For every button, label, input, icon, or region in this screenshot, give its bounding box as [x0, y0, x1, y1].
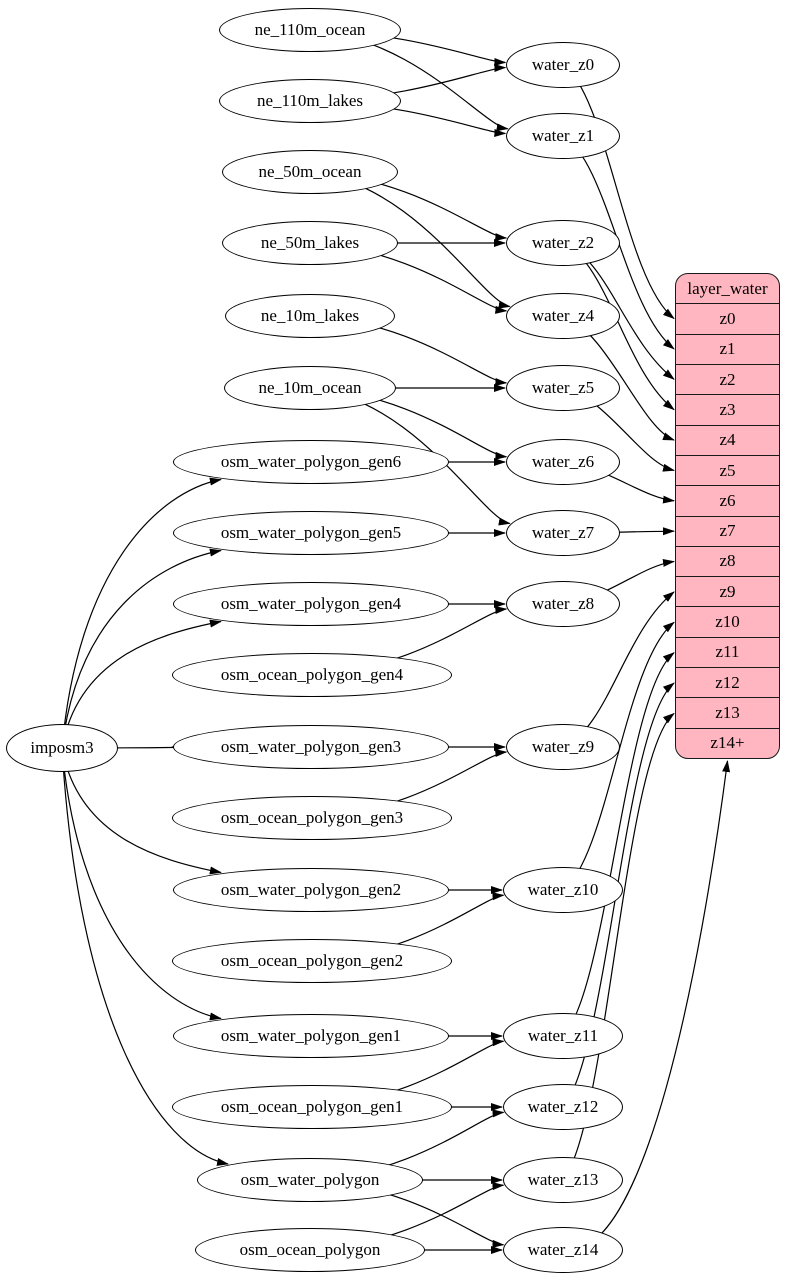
- node-osm_water_polygon_gen2: osm_water_polygon_gen2: [173, 868, 449, 912]
- node-water_z4: water_z4: [506, 293, 620, 339]
- node-water_z12: water_z12: [503, 1084, 623, 1130]
- edge-imposm3-osm_water_polygon_gen4: [61, 619, 222, 749]
- node-label: water_z1: [531, 126, 595, 145]
- node-ne_50m_ocean: ne_50m_ocean: [222, 150, 398, 194]
- node-label: imposm3: [30, 738, 94, 757]
- node-label: water_z12: [527, 1097, 599, 1116]
- node-ne_110m_ocean: ne_110m_ocean: [219, 8, 401, 52]
- record-title: layer_water: [687, 278, 768, 298]
- edge-imposm3-osm_water_polygon: [61, 747, 230, 1166]
- node-water_z2: water_z2: [506, 220, 620, 266]
- node-label: osm_ocean_polygon_gen2: [220, 951, 404, 970]
- node-osm_water_polygon_gen1: osm_water_polygon_gen1: [173, 1014, 449, 1058]
- node-label: osm_water_polygon_gen4: [220, 594, 402, 613]
- node-water_z9: water_z9: [506, 724, 620, 770]
- record-row-z13: z13: [676, 697, 779, 727]
- node-osm_ocean_polygon_gen3: osm_ocean_polygon_gen3: [172, 796, 452, 840]
- node-osm_ocean_polygon: osm_ocean_polygon: [195, 1228, 425, 1272]
- node-label: ne_110m_lakes: [256, 91, 364, 110]
- node-label: osm_water_polygon_gen6: [220, 452, 402, 471]
- record-layer_water: layer_water z0 z1 z2 z3 z4 z5 z6 z7 z8 z9 z10 z11 z12…: [675, 273, 780, 759]
- node-water_z8: water_z8: [506, 581, 620, 627]
- node-label: osm_water_polygon: [240, 1170, 380, 1189]
- edge-water_z11-z11: [562, 652, 675, 1037]
- node-label: osm_ocean_polygon_gen4: [220, 665, 404, 684]
- node-water_z0: water_z0: [506, 42, 620, 88]
- edge-imposm3-osm_water_polygon_gen5: [61, 548, 222, 749]
- record-row-z3: z3: [676, 394, 779, 424]
- edge-water_z13-z13: [562, 712, 675, 1181]
- node-label: osm_water_polygon_gen2: [220, 880, 402, 899]
- node-label: osm_water_polygon_gen5: [220, 523, 402, 542]
- node-label: water_z2: [531, 233, 595, 252]
- record-row-z1: z1: [676, 333, 779, 364]
- edge-imposm3-osm_water_polygon_gen2: [61, 747, 222, 875]
- node-water_z1: water_z1: [506, 113, 620, 159]
- node-label: osm_water_polygon_gen1: [220, 1026, 402, 1045]
- node-water_z5: water_z5: [506, 365, 620, 411]
- node-label: osm_ocean_polygon_gen3: [220, 808, 404, 827]
- node-ne_10m_ocean: ne_10m_ocean: [224, 366, 396, 410]
- record-row-z0: z0: [676, 303, 779, 333]
- node-label: osm_ocean_polygon: [239, 1240, 381, 1259]
- node-water_z14: water_z14: [503, 1227, 623, 1273]
- node-osm_water_polygon_gen6: osm_water_polygon_gen6: [173, 440, 449, 484]
- node-osm_water_polygon_gen3: osm_water_polygon_gen3: [173, 725, 449, 769]
- node-label: water_z5: [531, 378, 595, 397]
- node-label: water_z9: [531, 737, 595, 756]
- node-imposm3: imposm3: [6, 724, 118, 772]
- record-row-z14+: z14+: [676, 727, 779, 758]
- node-label: ne_110m_ocean: [254, 20, 366, 39]
- node-label: water_z8: [531, 594, 595, 613]
- node-label: ne_10m_ocean: [258, 378, 362, 397]
- record-row-z4: z4: [676, 424, 779, 455]
- node-label: ne_10m_lakes: [260, 306, 360, 325]
- node-water_z7: water_z7: [506, 510, 620, 556]
- node-label: ne_50m_lakes: [260, 233, 360, 252]
- node-water_z10: water_z10: [503, 867, 623, 913]
- node-water_z11: water_z11: [503, 1013, 623, 1059]
- node-label: water_z14: [527, 1240, 599, 1259]
- record-row-z10: z10: [676, 606, 779, 636]
- record-row-z2: z2: [676, 363, 779, 394]
- record-row-z9: z9: [676, 576, 779, 606]
- node-label: osm_ocean_polygon_gen1: [220, 1097, 404, 1116]
- node-ne_50m_lakes: ne_50m_lakes: [222, 221, 398, 265]
- node-osm_water_polygon_gen5: osm_water_polygon_gen5: [173, 511, 449, 555]
- node-label: ne_50m_ocean: [258, 162, 362, 181]
- node-water_z13: water_z13: [503, 1157, 623, 1203]
- node-label: water_z13: [527, 1170, 599, 1189]
- node-label: water_z11: [527, 1026, 599, 1045]
- node-label: water_z6: [531, 452, 595, 471]
- record-row-z11: z11: [676, 636, 779, 667]
- record-row-z8: z8: [676, 545, 779, 576]
- record-row-z6: z6: [676, 485, 779, 515]
- node-osm_ocean_polygon_gen1: osm_ocean_polygon_gen1: [172, 1085, 452, 1129]
- edge-imposm3-osm_water_polygon_gen1: [61, 747, 222, 1021]
- node-label: water_z0: [531, 55, 595, 74]
- record-row-z5: z5: [676, 454, 779, 485]
- node-ne_10m_lakes: ne_10m_lakes: [225, 294, 395, 338]
- node-osm_ocean_polygon_gen2: osm_ocean_polygon_gen2: [172, 939, 452, 983]
- record-row-z12: z12: [676, 667, 779, 697]
- node-label: water_z10: [527, 880, 599, 899]
- node-osm_water_polygon: osm_water_polygon: [197, 1158, 423, 1202]
- node-ne_110m_lakes: ne_110m_lakes: [219, 79, 401, 123]
- node-label: water_z7: [531, 523, 595, 542]
- edge-imposm3-osm_water_polygon_gen6: [61, 477, 222, 749]
- node-label: osm_water_polygon_gen3: [220, 737, 402, 756]
- edge-water_z0-z0: [562, 64, 675, 320]
- node-water_z6: water_z6: [506, 439, 620, 485]
- node-osm_water_polygon_gen4: osm_water_polygon_gen4: [173, 582, 449, 626]
- node-osm_ocean_polygon_gen4: osm_ocean_polygon_gen4: [172, 653, 452, 697]
- node-label: water_z4: [531, 306, 595, 325]
- record-row-z7: z7: [676, 515, 779, 546]
